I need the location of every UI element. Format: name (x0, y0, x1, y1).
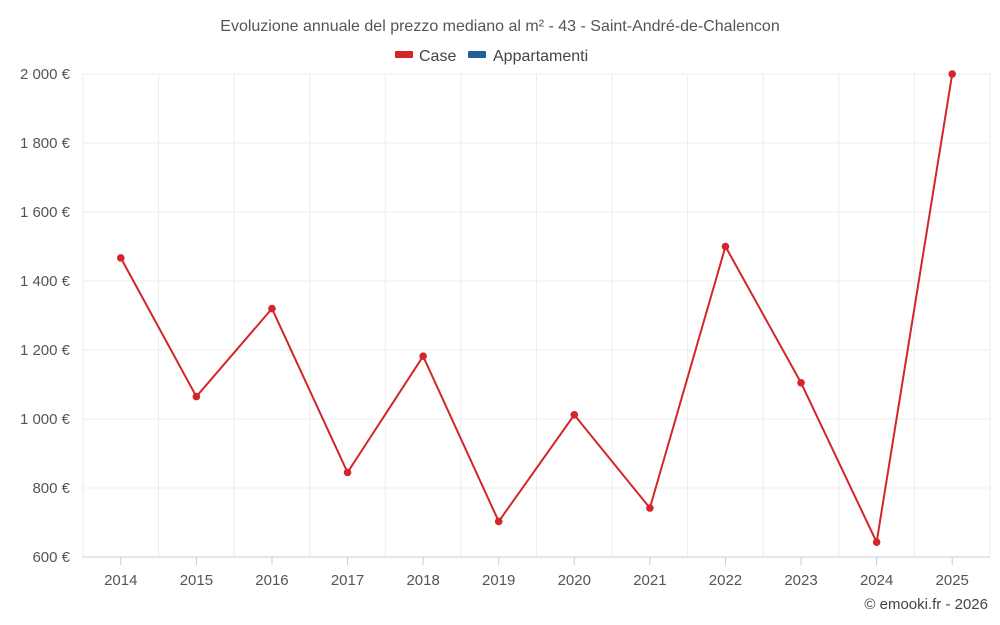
x-tick-label: 2021 (633, 572, 666, 589)
series-case (116, 70, 957, 546)
legend-label-case: Case (419, 48, 456, 65)
data-point-case[interactable] (721, 242, 730, 251)
data-point-case[interactable] (872, 538, 881, 546)
legend-swatch-case (395, 51, 413, 58)
y-tick-label: 1 000 € (20, 411, 71, 428)
x-tick-label: 2018 (406, 572, 439, 589)
legend-item-case[interactable]: Case (395, 48, 456, 65)
x-tick-label: 2015 (180, 572, 213, 589)
legend-label-appartamenti: Appartamenti (493, 48, 588, 65)
x-tick-label: 2025 (936, 572, 969, 589)
grid (82, 73, 991, 557)
data-point-case[interactable] (797, 378, 805, 387)
x-tick-label: 2014 (104, 572, 137, 589)
data-point-case[interactable] (116, 254, 125, 262)
series-line-case (119, 73, 954, 544)
x-tick-label: 2024 (860, 572, 893, 589)
credit-text: © emooki.fr - 2026 (864, 596, 988, 613)
data-point-case[interactable] (343, 468, 352, 477)
data-point-case[interactable] (419, 352, 427, 361)
x-tick-label: 2017 (331, 572, 364, 589)
y-tick-label: 1 400 € (20, 273, 71, 290)
data-point-case[interactable] (494, 517, 503, 526)
x-tick-label: 2023 (784, 572, 817, 589)
data-point-case[interactable] (192, 392, 201, 401)
y-tick-label: 600 € (32, 549, 70, 566)
data-point-case[interactable] (268, 304, 276, 313)
legend-swatch-appartamenti (468, 51, 486, 58)
x-tick-label: 2016 (255, 572, 288, 589)
chart-title: Evoluzione annuale del prezzo mediano al… (220, 18, 779, 35)
legend-item-appartamenti[interactable]: Appartamenti (468, 48, 588, 65)
axes: 600 € 800 € 1 000 € 1 200 € 1 400 € 1 600 € 1 … (20, 66, 990, 589)
y-tick-label: 1 200 € (20, 342, 71, 359)
y-tick-label: 1 600 € (20, 204, 71, 221)
y-tick-label: 2 000 € (20, 66, 71, 83)
x-tick-label: 2019 (482, 572, 515, 589)
data-point-case[interactable] (570, 411, 579, 419)
x-tick-label: 2020 (558, 572, 591, 589)
legend: Case Appartamenti (395, 48, 588, 65)
y-tick-label: 1 800 € (20, 135, 71, 152)
data-point-case[interactable] (646, 504, 654, 512)
y-tick-label: 800 € (32, 480, 70, 497)
data-point-case[interactable] (948, 70, 957, 78)
x-tick-label: 2022 (709, 572, 742, 589)
